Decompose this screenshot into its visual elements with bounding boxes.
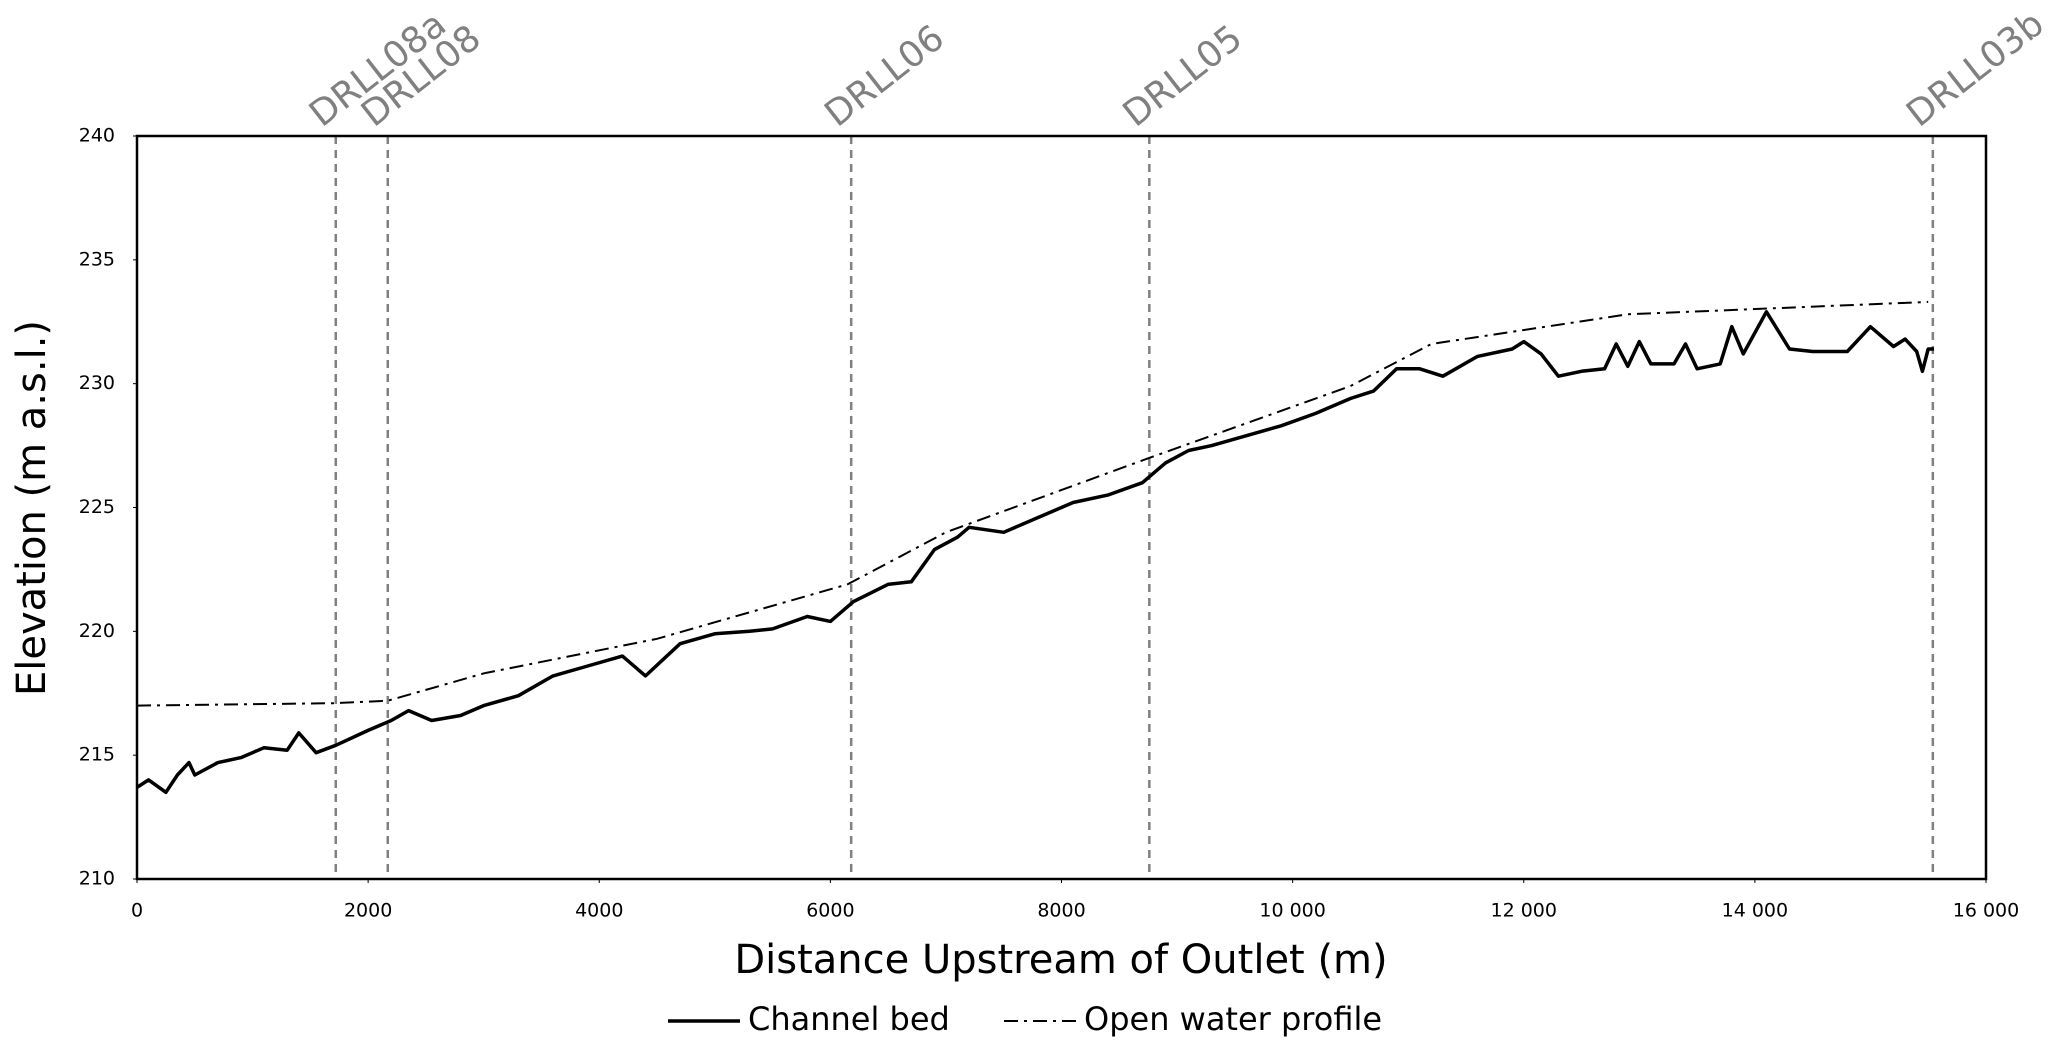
x-tick-label: 2000 bbox=[344, 900, 392, 922]
y-axis-title: Elevation (m a.s.l.) bbox=[9, 320, 55, 696]
x-tick-label: 4000 bbox=[575, 900, 623, 922]
series-line bbox=[136, 310, 1934, 795]
x-tick-label: 0 bbox=[131, 900, 143, 922]
x-tick-label: 8000 bbox=[1037, 900, 1085, 922]
x-axis-title: Distance Upstream of Outlet (m) bbox=[734, 937, 1387, 983]
y-tick-label: 225 bbox=[79, 496, 115, 518]
plot-frame bbox=[135, 134, 1988, 881]
x-tick-label: 6000 bbox=[806, 900, 854, 922]
series-line bbox=[136, 300, 1929, 707]
y-tick-label: 220 bbox=[79, 620, 115, 642]
x-tick-label: 14 000 bbox=[1722, 900, 1788, 922]
y-tick-label: 240 bbox=[79, 125, 115, 147]
x-tick-label: 12 000 bbox=[1491, 900, 1557, 922]
legend-label: Open water profile bbox=[1084, 1000, 1382, 1038]
y-tick-label: 215 bbox=[79, 744, 115, 766]
y-tick-label: 210 bbox=[79, 868, 115, 890]
reference-label: DRLL03b bbox=[1899, 3, 2052, 135]
reference-label: DRLL06 bbox=[817, 17, 952, 135]
x-tick-label: 10 000 bbox=[1259, 900, 1325, 922]
y-tick-label: 230 bbox=[79, 372, 115, 394]
legend-label: Channel bed bbox=[748, 1000, 950, 1038]
y-tick-label: 235 bbox=[79, 248, 115, 270]
reference-label: DRLL05 bbox=[1116, 17, 1251, 135]
x-tick-label: 16 000 bbox=[1953, 900, 2019, 922]
